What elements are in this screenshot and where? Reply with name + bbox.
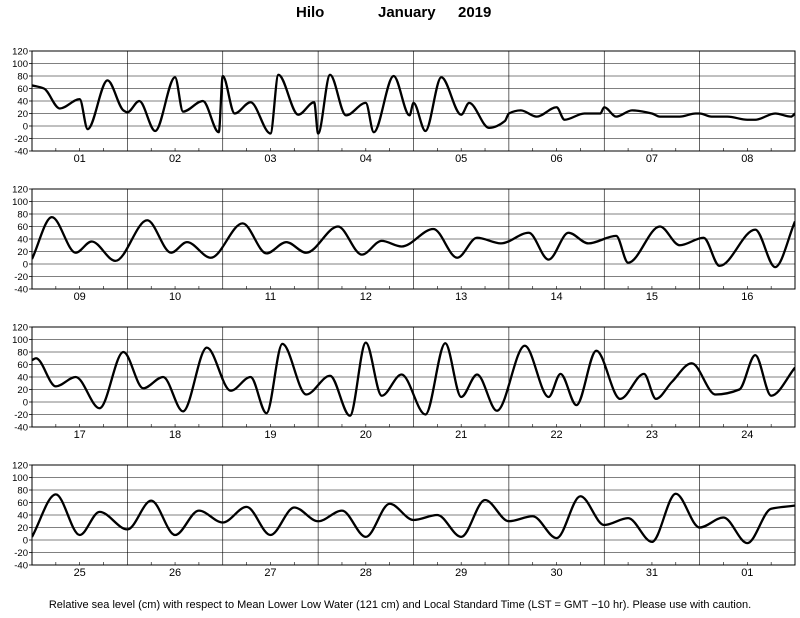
day-label: 16 xyxy=(741,291,753,303)
day-label: 30 xyxy=(550,567,562,579)
day-label: 18 xyxy=(169,429,181,441)
y-tick-label: 100 xyxy=(12,59,28,70)
y-tick-label: 40 xyxy=(17,235,28,246)
y-tick-label: 60 xyxy=(17,360,28,371)
y-tick-label: 20 xyxy=(17,385,28,396)
day-label: 29 xyxy=(455,567,467,579)
y-tick-label: 40 xyxy=(17,511,28,522)
y-tick-label: 20 xyxy=(17,247,28,258)
y-tick-label: 60 xyxy=(17,222,28,233)
day-label: 15 xyxy=(646,291,658,303)
day-label: 25 xyxy=(74,567,86,579)
y-tick-label: 60 xyxy=(17,498,28,509)
day-label: 24 xyxy=(741,429,753,441)
y-tick-label: -40 xyxy=(14,423,28,434)
y-tick-label: 120 xyxy=(12,47,28,58)
day-label: 07 xyxy=(646,153,658,165)
day-label: 01 xyxy=(741,567,753,579)
y-tick-label: 0 xyxy=(23,536,28,547)
y-tick-label: 80 xyxy=(17,348,28,359)
tide-series-line xyxy=(32,73,795,135)
day-label: 12 xyxy=(360,291,372,303)
title-station: Hilo xyxy=(296,4,325,21)
y-tick-label: 40 xyxy=(17,373,28,384)
day-label: 02 xyxy=(169,153,181,165)
day-label: 01 xyxy=(74,153,86,165)
y-tick-label: 120 xyxy=(12,461,28,472)
day-label: 17 xyxy=(74,429,86,441)
y-tick-label: 0 xyxy=(23,398,28,409)
day-label: 04 xyxy=(360,153,372,165)
day-label: 19 xyxy=(264,429,276,441)
day-label: 26 xyxy=(169,567,181,579)
day-label: 09 xyxy=(74,291,86,303)
footnote: Relative sea level (cm) with respect to … xyxy=(48,599,752,611)
day-label: 28 xyxy=(360,567,372,579)
y-tick-label: 120 xyxy=(12,323,28,334)
y-tick-label: 40 xyxy=(17,97,28,108)
plot-frame xyxy=(31,50,796,152)
day-label: 03 xyxy=(264,153,276,165)
tide-series-line xyxy=(32,492,795,545)
title-year: 2019 xyxy=(458,4,492,21)
plot-frame xyxy=(31,188,796,290)
y-tick-label: 100 xyxy=(12,335,28,346)
y-tick-label: 120 xyxy=(12,185,28,196)
y-tick-label: 20 xyxy=(17,523,28,534)
y-tick-label: 100 xyxy=(12,473,28,484)
tide-series-line xyxy=(32,341,795,417)
y-tick-label: -40 xyxy=(14,561,28,572)
y-tick-label: 100 xyxy=(12,197,28,208)
y-tick-label: 20 xyxy=(17,109,28,120)
day-label: 13 xyxy=(455,291,467,303)
tide-series-line xyxy=(32,215,795,269)
y-tick-label: 0 xyxy=(23,260,28,271)
day-label: 21 xyxy=(455,429,467,441)
day-label: 23 xyxy=(646,429,658,441)
day-label: 06 xyxy=(550,153,562,165)
y-tick-label: 80 xyxy=(17,486,28,497)
day-label: 27 xyxy=(264,567,276,579)
day-label: 20 xyxy=(360,429,372,441)
y-tick-label: -40 xyxy=(14,285,28,296)
chart-title: Hilo January 2019 xyxy=(0,4,800,26)
y-tick-label: -20 xyxy=(14,272,28,283)
y-tick-label: -20 xyxy=(14,410,28,421)
y-tick-label: 60 xyxy=(17,84,28,95)
day-label: 22 xyxy=(550,429,562,441)
y-tick-label: 80 xyxy=(17,72,28,83)
day-label: 11 xyxy=(265,291,276,303)
y-tick-label: -20 xyxy=(14,134,28,145)
plot-frame xyxy=(31,326,796,428)
y-tick-label: -20 xyxy=(14,548,28,559)
day-label: 08 xyxy=(741,153,753,165)
y-tick-label: 0 xyxy=(23,122,28,133)
y-tick-label: -40 xyxy=(14,147,28,158)
title-month: January xyxy=(378,4,436,21)
day-label: 31 xyxy=(646,567,658,579)
day-label: 10 xyxy=(169,291,181,303)
y-tick-label: 80 xyxy=(17,210,28,221)
day-label: 14 xyxy=(550,291,562,303)
plot-frame xyxy=(31,464,796,566)
day-label: 05 xyxy=(455,153,467,165)
